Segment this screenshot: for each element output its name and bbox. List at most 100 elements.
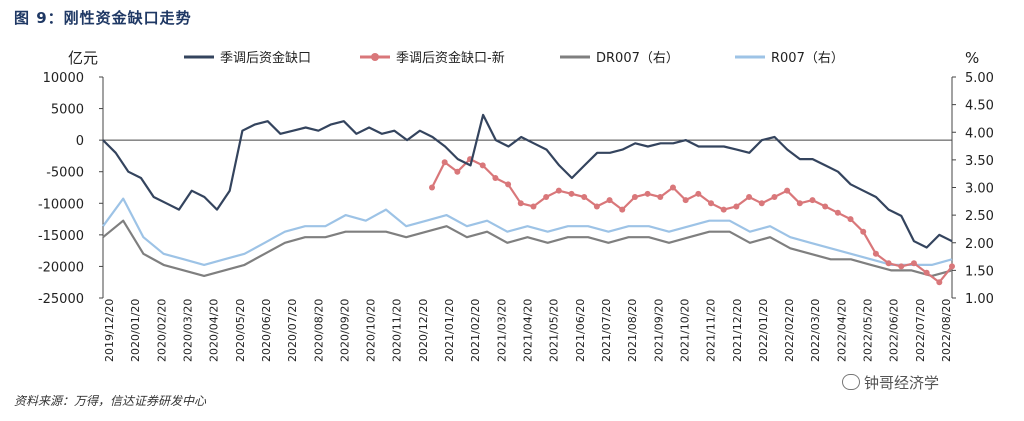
series-marker <box>543 193 550 200</box>
series-marker <box>631 193 638 200</box>
legend-label: R007（右） <box>771 51 844 66</box>
legend-label: 季调后资金缺口-新 <box>396 50 505 66</box>
figure-title: 图 9：刚性资金缺口走势 <box>14 9 192 27</box>
x-tick-label: 2021/04/20 <box>522 299 535 362</box>
right-tick-label: 4.50 <box>965 99 994 114</box>
x-tick-label: 2022/04/20 <box>835 299 848 362</box>
x-tick-label: 2021/03/20 <box>495 299 508 362</box>
series-marker <box>834 209 841 216</box>
x-tick-label: 2021/07/20 <box>600 299 613 362</box>
left-tick-label: -10000 <box>38 197 84 212</box>
x-tick-label: 2019/12/20 <box>103 299 116 362</box>
x-tick-label: 2020/10/20 <box>365 299 378 362</box>
x-tick-label: 2020/05/20 <box>234 299 247 362</box>
x-tick-label: 2021/08/20 <box>626 299 639 362</box>
series-marker <box>644 190 651 197</box>
series-marker <box>822 203 829 210</box>
x-tick-label: 2022/01/20 <box>757 299 770 362</box>
left-tick-label: 0 <box>76 134 84 149</box>
x-tick-label: 2022/07/20 <box>914 299 927 362</box>
series-line <box>102 197 953 266</box>
series-marker <box>784 187 791 194</box>
left-tick-label: -15000 <box>38 229 84 244</box>
series-marker <box>454 168 461 175</box>
watermark: 钟哥经济学 <box>842 372 939 393</box>
x-tick-label: 2021/11/20 <box>705 299 718 362</box>
series-marker <box>517 200 524 207</box>
series-marker <box>581 193 588 200</box>
legend-label: 季调后资金缺口 <box>220 50 311 66</box>
x-tick-label: 2021/05/20 <box>548 299 561 362</box>
series-marker <box>923 269 930 276</box>
x-tick-label: 2020/03/20 <box>181 299 194 362</box>
series-marker <box>885 260 892 267</box>
series-marker <box>441 159 448 166</box>
series-marker <box>682 197 689 204</box>
series-line <box>431 158 953 284</box>
x-tick-label: 2020/09/20 <box>338 299 351 362</box>
left-tick-label: -20000 <box>38 260 84 275</box>
figure-source: 资料来源：万得，信达证券研发中心 <box>14 394 207 408</box>
x-tick-label: 2020/12/20 <box>417 299 430 362</box>
right-axis-unit: % <box>965 49 979 67</box>
series-marker <box>949 263 955 270</box>
series-marker <box>936 279 943 286</box>
series-marker <box>669 184 676 191</box>
series-marker <box>568 190 575 197</box>
x-tick-label: 2021/10/20 <box>678 299 691 362</box>
series-line <box>102 219 953 277</box>
right-tick-label: 1.00 <box>965 292 994 307</box>
series-marker <box>555 187 562 194</box>
series-marker <box>898 263 905 270</box>
series-marker <box>872 250 879 257</box>
right-tick-label: 3.50 <box>965 154 994 169</box>
left-tick-label: 5000 <box>51 103 84 118</box>
series-marker <box>733 203 740 210</box>
x-tick-label: 2022/06/20 <box>888 299 901 362</box>
series-marker <box>530 203 537 210</box>
x-tick-label: 2021/12/20 <box>731 299 744 362</box>
x-tick-label: 2020/11/20 <box>391 299 404 362</box>
right-tick-label: 4.00 <box>965 126 994 141</box>
series-marker <box>860 228 867 235</box>
x-tick-label: 2021/01/20 <box>443 299 456 362</box>
x-tick-label: 2020/07/20 <box>286 299 299 362</box>
x-tick-label: 2022/03/20 <box>809 299 822 362</box>
legend-marker <box>371 53 379 61</box>
right-tick-label: 5.00 <box>965 71 994 86</box>
x-tick-label: 2022/05/20 <box>862 299 875 362</box>
legend-label: DR007（右） <box>596 51 679 66</box>
left-tick-label: 10000 <box>43 71 84 86</box>
x-tick-label: 2022/08/20 <box>940 299 953 362</box>
left-axis-unit: 亿元 <box>68 49 98 67</box>
x-tick-label: 2020/06/20 <box>260 299 273 362</box>
series-marker <box>593 203 600 210</box>
x-tick-label: 2020/04/20 <box>208 299 221 362</box>
series-marker <box>758 200 765 207</box>
x-tick-label: 2020/08/20 <box>312 299 325 362</box>
series-marker <box>847 216 854 223</box>
series-marker <box>492 175 499 182</box>
right-tick-label: 2.00 <box>965 237 994 252</box>
series-marker <box>606 197 613 204</box>
series-marker <box>505 181 512 188</box>
series-marker <box>657 193 664 200</box>
wechat-icon <box>842 374 860 390</box>
series-line <box>102 113 953 249</box>
series-marker <box>695 190 702 197</box>
x-tick-label: 2021/02/20 <box>469 299 482 362</box>
left-tick-label: -5000 <box>46 166 84 181</box>
series-marker <box>771 193 778 200</box>
series-marker <box>910 260 917 267</box>
series-marker <box>429 184 435 191</box>
series-marker <box>809 197 816 204</box>
x-tick-label: 2022/02/20 <box>783 299 796 362</box>
left-tick-label: -25000 <box>38 292 84 307</box>
x-tick-label: 2021/09/20 <box>652 299 665 362</box>
series-marker <box>720 206 727 213</box>
right-tick-label: 3.00 <box>965 182 994 197</box>
right-tick-label: 1.50 <box>965 264 994 279</box>
right-tick-label: 2.50 <box>965 209 994 224</box>
x-tick-label: 2020/01/20 <box>129 299 142 362</box>
